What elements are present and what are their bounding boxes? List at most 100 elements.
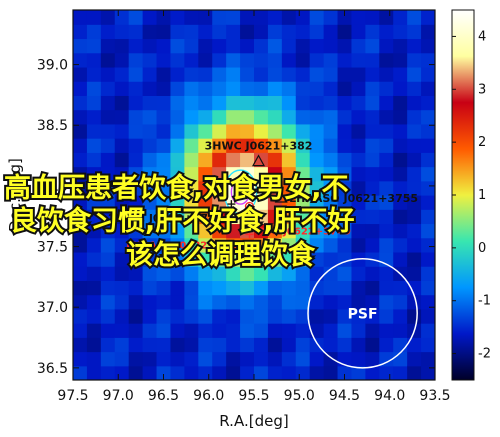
heatmap-cell (142, 95, 158, 111)
heatmap-cell (184, 251, 199, 267)
heatmap-cell (254, 52, 269, 68)
heatmap-cell (212, 138, 227, 153)
heatmap-cell (114, 180, 130, 196)
heatmap-cell (100, 308, 116, 324)
heatmap-cell (198, 123, 213, 139)
heatmap-cell (393, 223, 408, 239)
heatmap-cell (142, 138, 158, 153)
heatmap-cell (114, 195, 130, 210)
heatmap-cell (379, 166, 394, 182)
x-tick-label: 93.5 (419, 388, 450, 404)
heatmap-cell (337, 138, 353, 153)
heatmap-cell (281, 251, 297, 267)
heatmap-cell (323, 52, 339, 68)
heatmap-cell (254, 123, 269, 139)
heatmap-cell (323, 66, 339, 82)
heatmap-cell (365, 351, 380, 367)
heatmap-cell (295, 280, 311, 296)
heatmap-cell (170, 294, 185, 310)
heatmap-cell (142, 251, 158, 267)
heatmap-cell (114, 24, 130, 40)
heatmap-cell (142, 308, 158, 324)
heatmap-cell (128, 180, 144, 196)
heatmap-cell (114, 10, 130, 25)
heatmap-cell (351, 109, 366, 125)
heatmap-cell (267, 294, 283, 310)
heatmap-cell (128, 138, 144, 153)
heatmap-cell (170, 166, 185, 182)
heatmap-cell (100, 323, 116, 338)
heatmap-cell (156, 337, 172, 353)
heatmap-cell (156, 365, 172, 380)
heatmap-cell (323, 209, 339, 225)
heatmap-cell (142, 52, 158, 68)
heatmap-cell (393, 81, 408, 96)
heatmap-cell (184, 10, 199, 25)
heatmap-cell (421, 109, 435, 125)
heatmap-cell (323, 24, 339, 40)
heatmap-cell (240, 180, 255, 196)
heatmap-cell (240, 294, 255, 310)
heatmap-cell (267, 24, 283, 40)
heatmap-cell (309, 294, 325, 310)
heatmap-cell (226, 180, 241, 196)
heatmap-cell (184, 365, 199, 380)
heatmap-cell (212, 166, 227, 182)
heatmap-cell (295, 266, 311, 281)
heatmap-cell (309, 109, 325, 125)
heatmap-cell (421, 223, 435, 239)
heatmap-cell (86, 166, 102, 182)
heatmap-cell (114, 81, 130, 96)
colorbar-tick-label: 4 (478, 29, 486, 44)
heatmap-cell (309, 166, 325, 182)
x-tick-label: 94.0 (374, 388, 405, 404)
heatmap-cell (86, 123, 102, 139)
heatmap-cell (184, 237, 199, 253)
heatmap-cell (73, 294, 88, 310)
heatmap-cell (281, 95, 297, 111)
heatmap-cell (240, 152, 255, 168)
heatmap-cell (351, 280, 366, 296)
heatmap-cell (114, 223, 130, 239)
heatmap-cell (184, 308, 199, 324)
heatmap-cell (421, 294, 435, 310)
heatmap-cell (142, 123, 158, 139)
heatmap-cell (170, 66, 185, 82)
heatmap-cell (365, 38, 380, 54)
heatmap-cell (212, 237, 227, 253)
heatmap-cell (184, 195, 199, 210)
heatmap-cell (351, 294, 366, 310)
heatmap-cell (226, 251, 241, 267)
heatmap-cell (73, 95, 88, 111)
heatmap-cell (142, 81, 158, 96)
heatmap-cell (142, 24, 158, 40)
heatmap-cell (100, 166, 116, 182)
heatmap-cell (73, 123, 88, 139)
heatmap-cell (100, 180, 116, 196)
heatmap-cell (240, 251, 255, 267)
heatmap-cell (170, 81, 185, 96)
heatmap-cell (254, 294, 269, 310)
heatmap-cell (212, 337, 227, 353)
heatmap-cell (295, 294, 311, 310)
heatmap-cell (393, 237, 408, 253)
heatmap-cell (379, 152, 394, 168)
heatmap-cell (407, 308, 422, 324)
heatmap-cell (337, 351, 353, 367)
heatmap-cell (128, 223, 144, 239)
heatmap-cell (240, 81, 255, 96)
heatmap-cell (86, 95, 102, 111)
overlay-text: 高血压患者饮食,对食男女,不 良饮食习惯,肝不好食,肝不好 该怎么调理饮食 (2, 170, 357, 273)
heatmap-cell (128, 294, 144, 310)
heatmap-cell (281, 66, 297, 82)
heatmap-cell (170, 180, 185, 196)
heatmap-cell (365, 266, 380, 281)
y-tick-label: 37.5 (37, 240, 68, 256)
heatmap-cell (254, 251, 269, 267)
heatmap-cell (73, 351, 88, 367)
heatmap-cell (281, 223, 297, 239)
heatmap-cell (267, 266, 283, 281)
heatmap-cell (184, 280, 199, 296)
heatmap-cell (86, 351, 102, 367)
heatmap-cell (267, 323, 283, 338)
